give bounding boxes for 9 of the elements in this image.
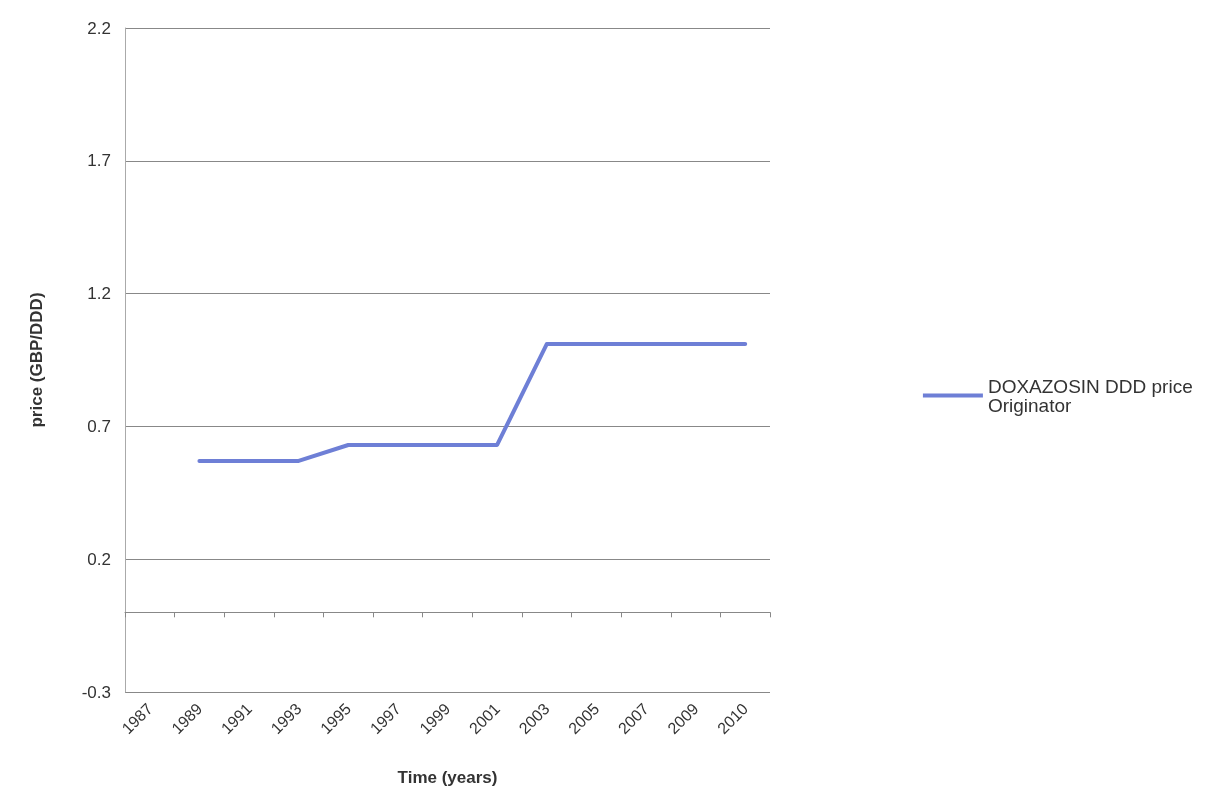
legend-label: DOXAZOSIN DDD price Originator (987, 375, 1199, 416)
y-tick-label: 0.7 (87, 416, 111, 436)
x-axis-title: Time (years) (397, 768, 498, 787)
y-tick-label: 1.7 (87, 151, 111, 171)
y-axis-title: price (GBP/DDD) (27, 292, 46, 428)
y-tick-label: 2.2 (87, 18, 111, 38)
y-tick-label: -0.3 (81, 682, 111, 702)
y-tick-label: 1.2 (87, 284, 111, 304)
y-tick-label: 0.2 (87, 549, 111, 569)
